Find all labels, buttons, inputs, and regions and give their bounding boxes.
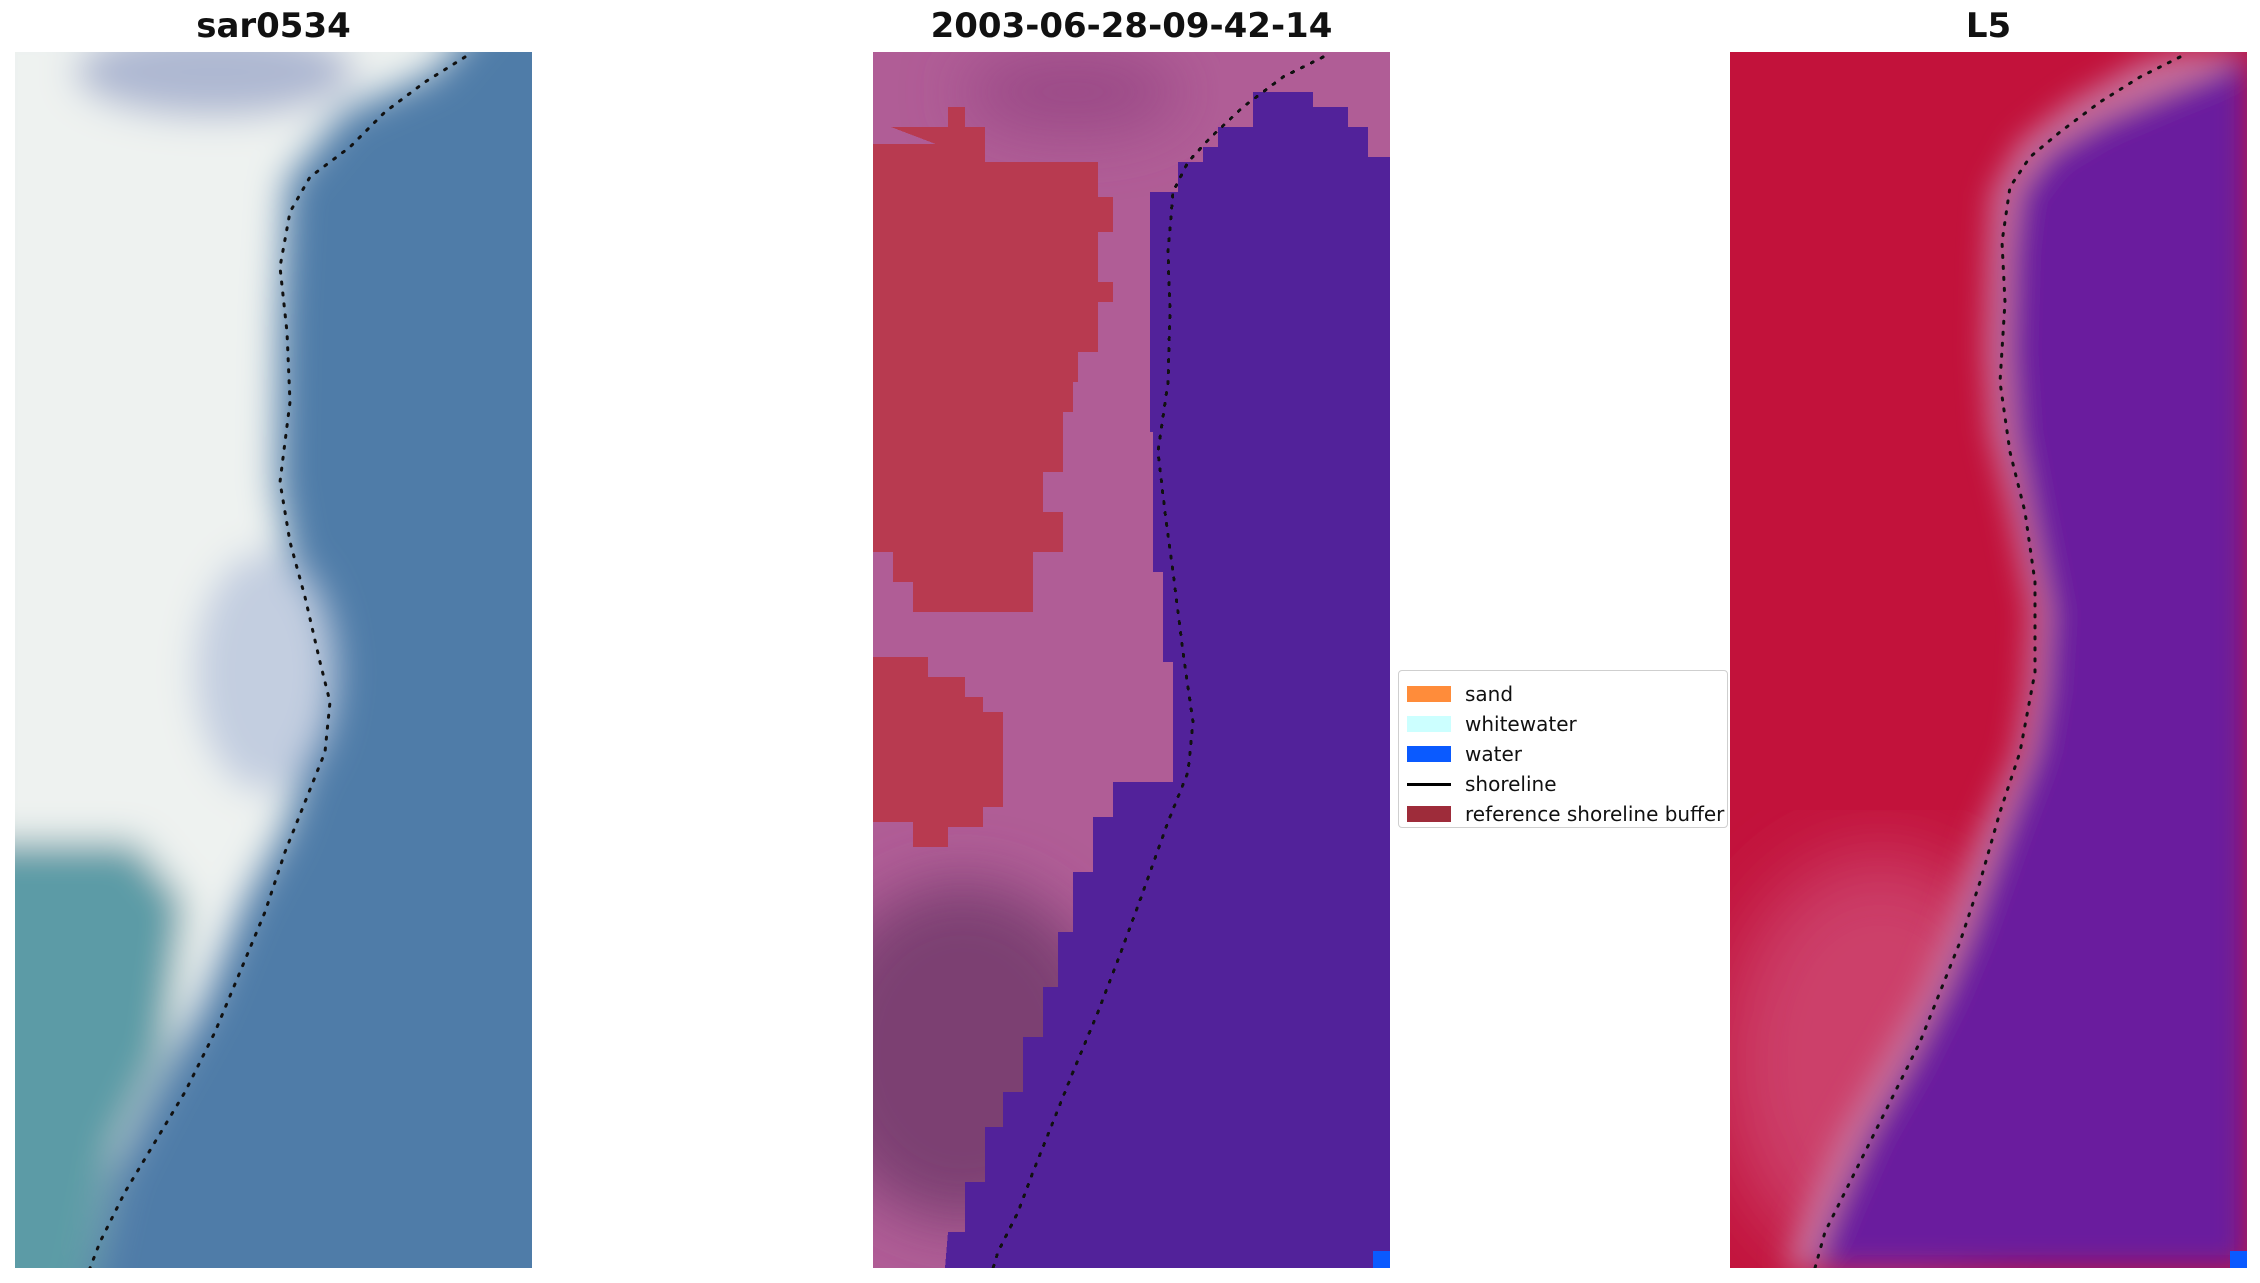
index-image <box>1730 52 2247 1268</box>
rgb-image <box>15 52 532 1268</box>
legend-label-water: water <box>1465 742 1522 766</box>
index-water-marker <box>2230 1251 2247 1268</box>
legend-swatch-reference-buffer <box>1407 806 1451 822</box>
legend-label-sand: sand <box>1465 682 1514 706</box>
classification-image <box>873 52 1390 1268</box>
legend-label-shoreline: shoreline <box>1465 772 1557 796</box>
legend-label-reference-buffer: reference shoreline buffer <box>1465 802 1725 826</box>
legend-swatch-whitewater <box>1407 716 1451 732</box>
legend: sand whitewater water shoreline referenc… <box>1398 670 1728 828</box>
legend-item-water: water <box>1407 739 1522 769</box>
index-image-panel <box>1730 52 2247 1268</box>
panel-title-classification: 2003-06-28-09-42-14 <box>930 6 1333 46</box>
panel-title-index: L5 <box>1965 6 2012 46</box>
class-water-area <box>945 52 1390 1268</box>
class-water-marker <box>1373 1251 1390 1268</box>
legend-item-reference-buffer: reference shoreline buffer <box>1407 799 1725 827</box>
legend-item-sand: sand <box>1407 679 1513 709</box>
classification-panel <box>873 52 1390 1268</box>
index-shoreline-dots <box>1813 55 2182 1268</box>
index-water-area <box>1815 52 2247 1268</box>
rgb-image-panel <box>15 52 532 1268</box>
rgb-shoreline-dots <box>88 55 467 1268</box>
class-shoreline-dots <box>991 55 1325 1268</box>
panel-title-rgb: sar0534 <box>196 6 351 46</box>
legend-swatch-water <box>1407 746 1451 762</box>
legend-swatch-sand <box>1407 686 1451 702</box>
rgb-teal-area <box>15 842 185 1268</box>
class-reference-buffer-area-3 <box>873 657 1003 847</box>
legend-line-shoreline <box>1407 782 1451 786</box>
legend-item-shoreline: shoreline <box>1407 769 1557 799</box>
class-reference-buffer-area-2 <box>873 107 1113 612</box>
legend-item-whitewater: whitewater <box>1407 709 1577 739</box>
legend-label-whitewater: whitewater <box>1465 712 1577 736</box>
